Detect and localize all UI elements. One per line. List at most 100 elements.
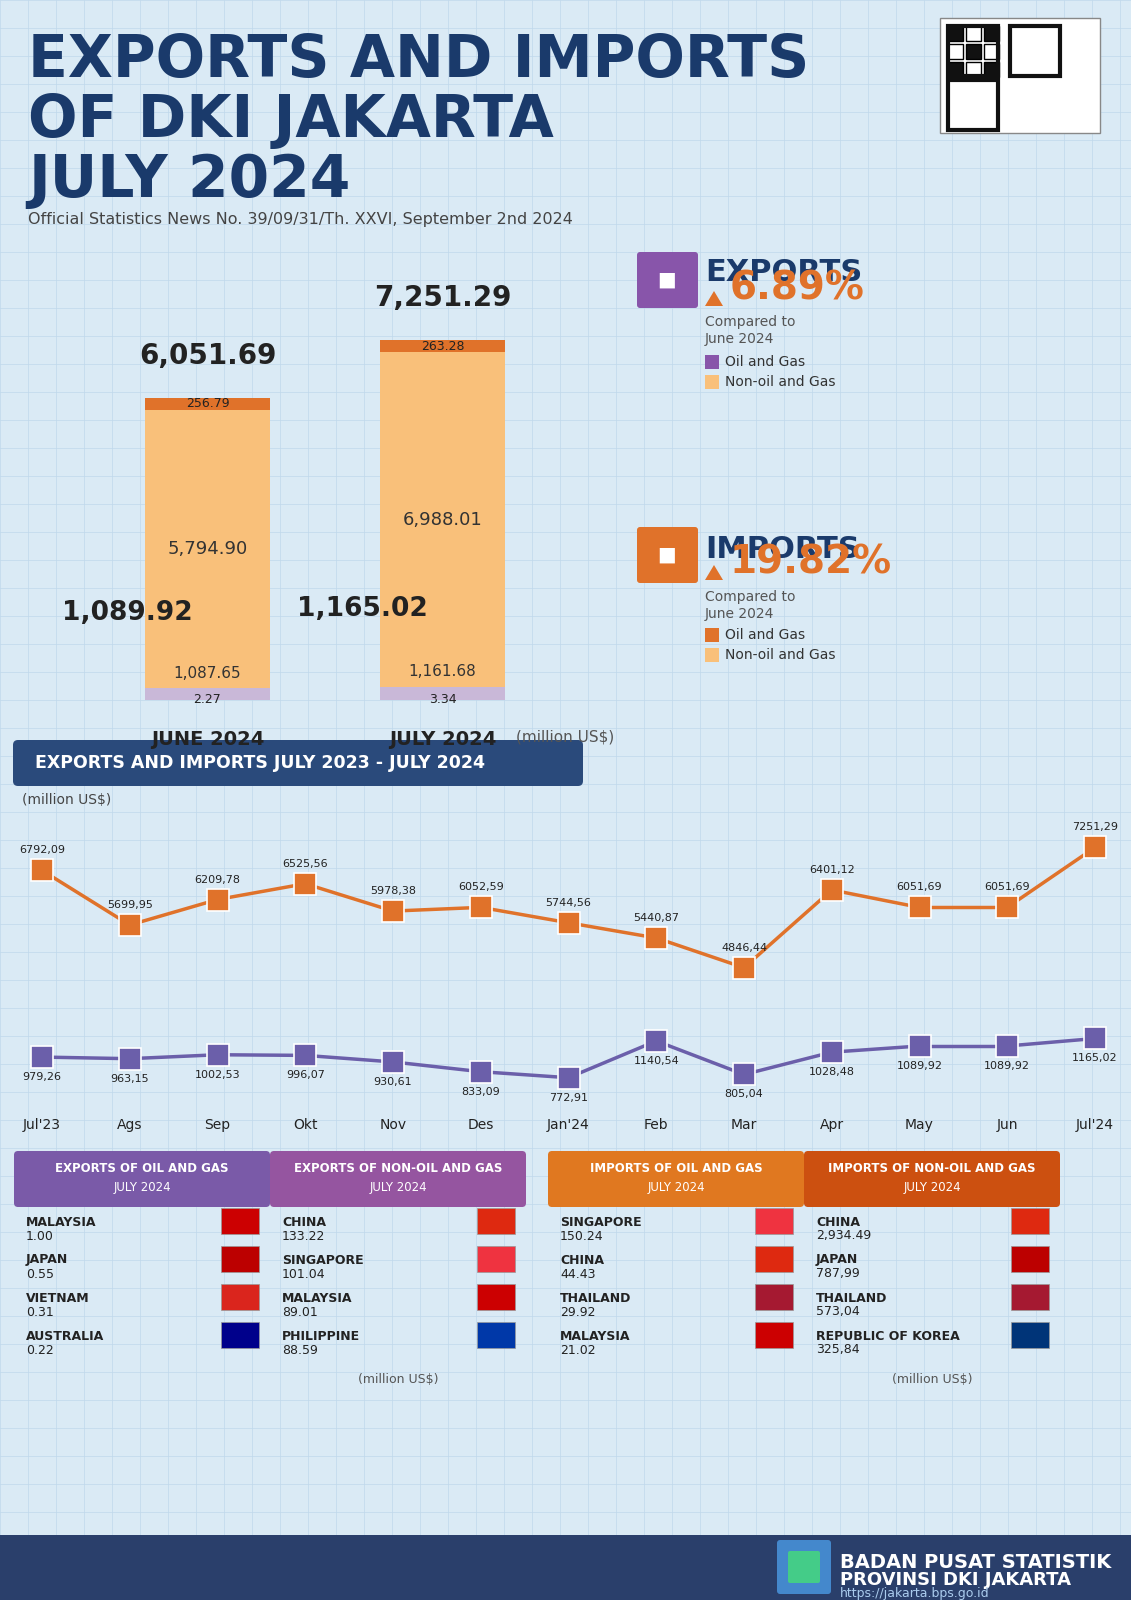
FancyBboxPatch shape <box>145 397 270 410</box>
FancyBboxPatch shape <box>294 872 317 894</box>
Text: 2,934.49: 2,934.49 <box>815 1229 871 1243</box>
Text: (million US$): (million US$) <box>357 1373 438 1386</box>
FancyBboxPatch shape <box>756 1283 793 1310</box>
Text: June 2024: June 2024 <box>705 333 775 346</box>
Text: JULY 2024: JULY 2024 <box>113 1181 171 1194</box>
Text: 5,794.90: 5,794.90 <box>167 539 248 558</box>
Text: ▪: ▪ <box>657 266 677 294</box>
FancyBboxPatch shape <box>221 1246 259 1272</box>
Text: PHILIPPINE: PHILIPPINE <box>282 1330 360 1342</box>
Text: 1,089.92: 1,089.92 <box>62 600 192 626</box>
Text: BADAN PUSAT STATISTIK: BADAN PUSAT STATISTIK <box>840 1554 1112 1571</box>
Text: 325,84: 325,84 <box>815 1344 860 1357</box>
FancyBboxPatch shape <box>1083 837 1106 859</box>
FancyBboxPatch shape <box>733 957 756 979</box>
Text: Non-oil and Gas: Non-oil and Gas <box>725 374 836 389</box>
FancyBboxPatch shape <box>14 1150 270 1206</box>
FancyBboxPatch shape <box>948 62 962 77</box>
FancyBboxPatch shape <box>1011 1246 1048 1272</box>
Text: 7,251.29: 7,251.29 <box>374 283 511 312</box>
FancyBboxPatch shape <box>756 1246 793 1272</box>
FancyBboxPatch shape <box>984 62 999 77</box>
Text: 19.82%: 19.82% <box>729 544 892 582</box>
FancyBboxPatch shape <box>119 914 140 936</box>
Text: SINGAPORE: SINGAPORE <box>560 1216 641 1229</box>
Text: 89.01: 89.01 <box>282 1306 318 1318</box>
FancyBboxPatch shape <box>477 1208 515 1234</box>
Text: IMPORTS: IMPORTS <box>705 534 860 565</box>
FancyBboxPatch shape <box>12 739 582 786</box>
FancyBboxPatch shape <box>1011 1283 1048 1310</box>
FancyBboxPatch shape <box>207 1043 228 1066</box>
Text: 5744,56: 5744,56 <box>545 898 592 907</box>
FancyBboxPatch shape <box>145 648 270 701</box>
FancyBboxPatch shape <box>908 896 931 918</box>
Text: JAPAN: JAPAN <box>26 1253 68 1267</box>
Text: 0.22: 0.22 <box>26 1344 54 1357</box>
Text: OF DKI JAKARTA: OF DKI JAKARTA <box>28 91 554 149</box>
Polygon shape <box>705 565 723 579</box>
FancyBboxPatch shape <box>477 1246 515 1272</box>
FancyBboxPatch shape <box>477 1322 515 1347</box>
Text: 44.43: 44.43 <box>560 1267 596 1280</box>
Text: 1089,92: 1089,92 <box>897 1061 942 1070</box>
FancyBboxPatch shape <box>1011 1322 1048 1347</box>
FancyBboxPatch shape <box>221 1208 259 1234</box>
Text: ▪: ▪ <box>657 541 677 570</box>
Text: 1.00: 1.00 <box>26 1229 54 1243</box>
Text: 5699,95: 5699,95 <box>106 901 153 910</box>
FancyBboxPatch shape <box>469 896 492 918</box>
Text: 29.92: 29.92 <box>560 1306 596 1318</box>
Text: MALAYSIA: MALAYSIA <box>26 1216 96 1229</box>
FancyBboxPatch shape <box>637 251 698 307</box>
Text: SINGAPORE: SINGAPORE <box>282 1253 364 1267</box>
Text: JULY 2024: JULY 2024 <box>647 1181 705 1194</box>
FancyBboxPatch shape <box>1083 1027 1106 1050</box>
FancyBboxPatch shape <box>804 1150 1060 1206</box>
Text: 6525,56: 6525,56 <box>283 859 328 869</box>
FancyBboxPatch shape <box>948 26 962 42</box>
Text: 963,15: 963,15 <box>111 1074 149 1083</box>
Text: 979,26: 979,26 <box>23 1072 61 1082</box>
FancyBboxPatch shape <box>646 1030 667 1051</box>
Text: JULY 2024: JULY 2024 <box>389 730 497 749</box>
Text: 263.28: 263.28 <box>421 339 464 352</box>
FancyBboxPatch shape <box>145 410 270 688</box>
Text: AUSTRALIA: AUSTRALIA <box>26 1330 104 1342</box>
Text: Sep: Sep <box>205 1118 231 1133</box>
FancyBboxPatch shape <box>984 43 999 59</box>
Text: EXPORTS: EXPORTS <box>705 258 862 286</box>
Text: 6792,09: 6792,09 <box>19 845 64 856</box>
Text: Feb: Feb <box>644 1118 668 1133</box>
Text: (million US$): (million US$) <box>21 794 111 806</box>
Text: 996,07: 996,07 <box>286 1070 325 1080</box>
FancyBboxPatch shape <box>145 397 270 410</box>
Text: 5440,87: 5440,87 <box>633 914 680 923</box>
Text: EXPORTS OF OIL AND GAS: EXPORTS OF OIL AND GAS <box>55 1163 228 1176</box>
Text: THAILAND: THAILAND <box>815 1291 888 1304</box>
FancyBboxPatch shape <box>984 26 999 42</box>
Text: Oil and Gas: Oil and Gas <box>725 627 805 642</box>
FancyBboxPatch shape <box>221 1283 259 1310</box>
Text: PROVINSI DKI JAKARTA: PROVINSI DKI JAKARTA <box>840 1571 1071 1589</box>
Text: 0.31: 0.31 <box>26 1306 54 1318</box>
Text: JULY 2024: JULY 2024 <box>28 152 351 210</box>
FancyBboxPatch shape <box>31 1046 53 1069</box>
Text: JAPAN: JAPAN <box>815 1253 858 1267</box>
Text: 1089,92: 1089,92 <box>984 1061 1030 1070</box>
Text: 101.04: 101.04 <box>282 1267 326 1280</box>
Text: EXPORTS OF NON-OIL AND GAS: EXPORTS OF NON-OIL AND GAS <box>294 1163 502 1176</box>
Text: 133.22: 133.22 <box>282 1229 326 1243</box>
Text: THAILAND: THAILAND <box>560 1291 631 1304</box>
FancyBboxPatch shape <box>646 926 667 949</box>
FancyBboxPatch shape <box>382 1051 404 1074</box>
Text: CHINA: CHINA <box>815 1216 860 1229</box>
FancyBboxPatch shape <box>270 1150 526 1206</box>
FancyBboxPatch shape <box>380 352 506 688</box>
FancyBboxPatch shape <box>788 1550 820 1582</box>
Text: 1140,54: 1140,54 <box>633 1056 679 1066</box>
Text: JULY 2024: JULY 2024 <box>369 1181 426 1194</box>
Text: Non-oil and Gas: Non-oil and Gas <box>725 648 836 662</box>
Text: 5978,38: 5978,38 <box>370 886 416 896</box>
FancyBboxPatch shape <box>705 374 719 389</box>
